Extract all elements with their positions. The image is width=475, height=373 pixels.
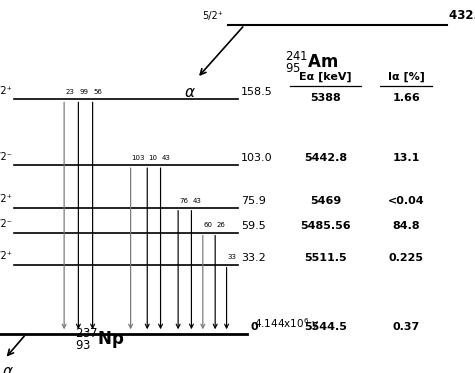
Text: 5442.8: 5442.8: [304, 153, 347, 163]
Text: 56: 56: [94, 89, 103, 95]
Text: $\alpha$: $\alpha$: [2, 364, 14, 373]
Text: 1.66: 1.66: [392, 93, 420, 103]
Text: 0: 0: [251, 322, 258, 332]
Text: 158.5: 158.5: [241, 87, 273, 97]
Text: 5469: 5469: [310, 196, 341, 206]
Text: 9/2⁺: 9/2⁺: [0, 194, 12, 204]
Text: 5/2⁻: 5/2⁻: [0, 219, 12, 229]
Text: 10: 10: [148, 155, 157, 161]
Text: $\alpha$: $\alpha$: [184, 85, 196, 100]
Text: 7/2⁺: 7/2⁺: [0, 251, 12, 261]
Text: 43: 43: [162, 155, 171, 161]
Text: 43: 43: [192, 198, 201, 204]
Text: $^{237}_{93}$$\mathbf{Np}$: $^{237}_{93}$$\mathbf{Np}$: [75, 327, 125, 352]
Text: 5544.5: 5544.5: [304, 322, 347, 332]
Text: 76: 76: [179, 198, 188, 204]
Text: 33.2: 33.2: [241, 253, 266, 263]
Text: $^{241}_{95}$$\mathbf{Am}$: $^{241}_{95}$$\mathbf{Am}$: [285, 50, 339, 75]
Text: 13.1: 13.1: [392, 153, 420, 163]
Text: 75.9: 75.9: [241, 196, 266, 206]
Text: 5/2⁺: 5/2⁺: [202, 11, 223, 21]
Text: 0.225: 0.225: [389, 253, 424, 263]
Text: 60: 60: [204, 222, 213, 228]
Text: 59.5: 59.5: [241, 220, 266, 231]
Text: 99: 99: [79, 89, 88, 95]
Text: 84.8: 84.8: [392, 220, 420, 231]
Text: Eα [keV]: Eα [keV]: [299, 72, 352, 82]
Text: 103: 103: [132, 155, 145, 161]
Text: 23: 23: [65, 89, 74, 95]
Text: 7/2⁻: 7/2⁻: [0, 152, 12, 162]
Text: 5511.5: 5511.5: [304, 253, 347, 263]
Text: 33: 33: [228, 254, 237, 260]
Text: 0.37: 0.37: [392, 322, 420, 332]
Text: 9/2⁺: 9/2⁺: [0, 86, 12, 96]
Text: Iα [%]: Iα [%]: [388, 72, 425, 82]
Text: 4.144x10$^6$ y: 4.144x10$^6$ y: [254, 316, 319, 332]
Text: 103.0: 103.0: [241, 153, 273, 163]
Text: 5485.56: 5485.56: [300, 220, 351, 231]
Text: 5388: 5388: [310, 93, 341, 103]
Text: <0.04: <0.04: [388, 196, 425, 206]
Text: 26: 26: [216, 222, 225, 228]
Text: 432.6 y: 432.6 y: [449, 9, 475, 22]
